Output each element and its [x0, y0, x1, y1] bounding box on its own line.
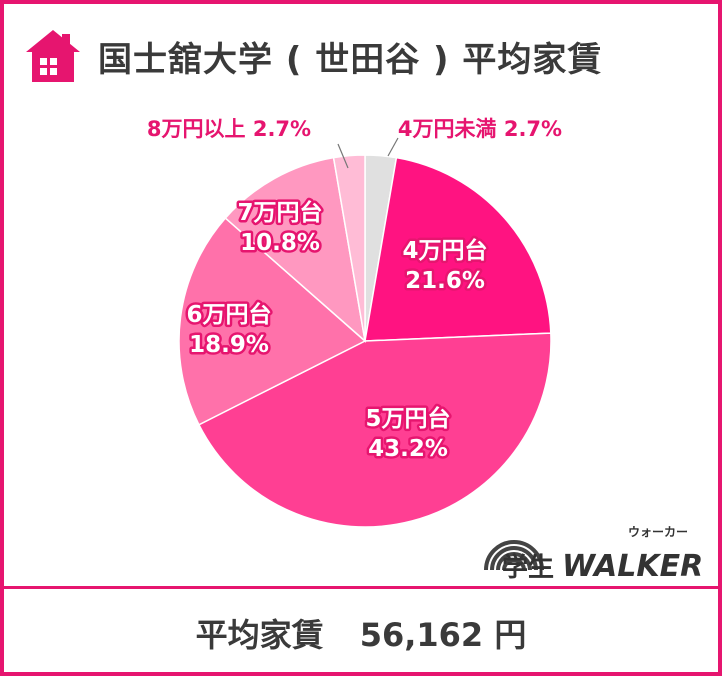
logo-jp: 学生 [502, 552, 554, 582]
footer: 平均家賃 56,162 円 [4, 586, 718, 676]
average-rent-value: 56,162 円 [359, 615, 527, 654]
pie-slice-3 [178, 217, 367, 426]
slice-label-3: 6万円台 [186, 301, 271, 328]
slice-value-3: 18.9% [189, 332, 269, 358]
slice-value-4: 10.8% [240, 230, 320, 256]
slice-label-5: 8万円以上 2.7% [147, 117, 311, 141]
pie-chart: 4万円未満 2.7% 4万円台 21.6% 5万円台 43.2% 6万円台 18.9% 7万円… [147, 117, 562, 528]
header: 国士舘大学 ( 世田谷 ) 平均家賃 [4, 4, 718, 108]
brand-logo: 学生 WALKER ウォーカー [484, 525, 703, 582]
pie-slice-1 [364, 156, 552, 342]
logo-ruby: ウォーカー [628, 525, 688, 539]
slice-value-1: 21.6% [405, 268, 485, 294]
pie-slice-5 [332, 154, 366, 342]
slice-label-4: 7万円台 [237, 199, 322, 226]
slice-label-0: 4万円未満 2.7% [398, 117, 562, 141]
slice-value-2: 43.2% [368, 436, 448, 462]
house-icon [26, 30, 80, 82]
rainbow-arc-icon [484, 540, 544, 571]
leader-line-0 [387, 137, 399, 157]
chart-area: 4万円未満 2.7% 4万円台 21.6% 5万円台 43.2% 6万円台 18.9% 7万円… [4, 108, 718, 586]
pie-slice-2 [197, 332, 552, 528]
page-title: 国士舘大学 ( 世田谷 ) 平均家賃 [98, 39, 603, 80]
slice-label-2: 5万円台 [365, 405, 450, 432]
leader-line-5 [337, 143, 349, 169]
slice-label-1: 4万円台 [402, 237, 487, 264]
average-rent-label: 平均家賃 [195, 615, 324, 654]
pie-slice-4 [224, 156, 367, 343]
logo-en: WALKER [562, 549, 703, 582]
